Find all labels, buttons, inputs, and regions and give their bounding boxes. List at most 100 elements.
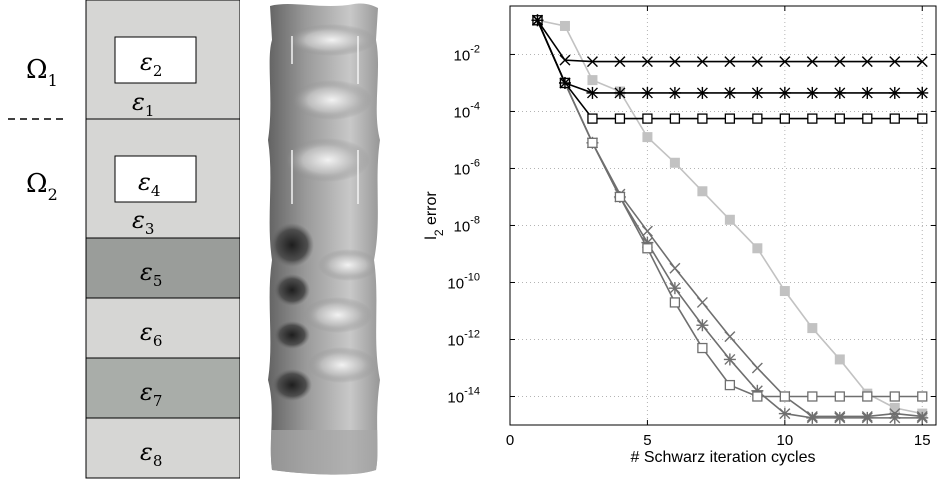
marker-star (558, 76, 571, 89)
marker-x (751, 56, 763, 68)
layer-rect-5 (85, 357, 240, 419)
marker-x (724, 56, 736, 68)
marker-square (752, 391, 763, 402)
chart-axes-box (509, 5, 937, 426)
series-2 (531, 14, 929, 99)
y-tick-label: 10-2 (454, 43, 480, 64)
layer-label-2: ε3 (132, 206, 154, 238)
marker-star (723, 353, 736, 366)
layer-rectangles (85, 0, 240, 479)
marker-x (751, 362, 763, 374)
x-tick-labels: 0 5 10 15 (506, 6, 931, 449)
series-1 (531, 14, 928, 68)
layer-label-6: ε8 (140, 438, 162, 470)
marker-star (751, 86, 764, 99)
y-tick-label: 10-12 (447, 328, 480, 349)
y-tick-label: 10-8 (454, 214, 480, 235)
layer-label-3: ε5 (140, 258, 162, 290)
chart-grid (510, 6, 936, 425)
marker-filled-square (724, 214, 735, 225)
marker-square (587, 113, 598, 124)
series-line (536, 19, 923, 120)
marker-star (861, 86, 874, 99)
layer-rect-4 (85, 297, 240, 359)
omega1-label: Ω1 (26, 55, 58, 90)
marker-star (888, 86, 901, 99)
marker-x (916, 56, 928, 68)
marker-square (862, 391, 873, 402)
marker-star (806, 86, 819, 99)
marker-filled-square (697, 186, 708, 197)
layer-label-1: ε1 (132, 88, 154, 120)
marker-square (642, 243, 653, 254)
marker-square (779, 113, 790, 124)
y-tick-label: 10-6 (454, 157, 480, 178)
y-tick-label: 10-14 (447, 385, 480, 406)
marker-star (586, 86, 599, 99)
inclusion-label-2: ε4 (138, 168, 160, 200)
series-3 (532, 15, 928, 124)
omega2-label: Ω2 (26, 169, 58, 204)
marker-x (669, 262, 681, 274)
marker-x (641, 56, 653, 68)
convergence-chart: 0 5 10 15 10-2 10-4 10-6 10-8 10-10 10-12 10-14 #… (423, 5, 937, 466)
layer-labels: ε1 ε2 ε3 ε4 ε5 ε6 ε7 ε8 (132, 48, 162, 470)
x-tick-label: 10 (776, 432, 793, 449)
marker-star (696, 86, 709, 99)
marker-x (559, 54, 571, 66)
marker-square (807, 113, 818, 124)
marker-filled-square (834, 354, 845, 365)
marker-square (587, 137, 598, 148)
y-tick-label: 10-4 (454, 100, 480, 121)
field-surface-image (268, 3, 380, 475)
layer-label-5: ε7 (140, 378, 162, 410)
marker-star (916, 411, 929, 424)
layer-stack-diagram: Ω1 Ω2 ε1 ε2 ε3 ε4 ε5 ε6 ε7 ε8 (8, 0, 240, 479)
y-axis-label: l2 error (423, 191, 446, 240)
marker-square (669, 297, 681, 308)
marker-star (833, 411, 846, 424)
marker-square (889, 113, 900, 124)
marker-x (724, 331, 736, 343)
marker-square (697, 113, 708, 124)
marker-square (917, 391, 928, 402)
marker-filled-square (642, 132, 653, 143)
marker-x (641, 225, 653, 237)
marker-x (806, 56, 818, 68)
marker-square (614, 191, 626, 203)
marker-x (696, 296, 708, 308)
marker-star (723, 86, 736, 99)
marker-star (916, 86, 929, 99)
marker-square (614, 113, 626, 124)
marker-x (889, 56, 901, 68)
marker-star (696, 319, 709, 332)
marker-filled-square (587, 75, 598, 86)
surface-body (268, 3, 380, 475)
x-tick-label: 5 (643, 432, 651, 449)
marker-square (834, 113, 845, 124)
marker-star (888, 411, 901, 424)
series-line (536, 19, 923, 63)
inclusion-label-1: ε2 (140, 48, 162, 80)
marker-square (889, 391, 900, 402)
marker-star (778, 86, 791, 99)
layer-rect-3 (85, 237, 240, 299)
marker-filled-square (779, 286, 790, 297)
x-axis-label: # Schwarz iteration cycles (631, 449, 816, 466)
inclusion-rect-2 (114, 155, 197, 203)
marker-square (779, 391, 790, 402)
marker-x (614, 56, 626, 68)
marker-x (779, 56, 791, 68)
marker-square (807, 391, 818, 402)
marker-square (669, 113, 681, 124)
marker-square (724, 113, 736, 124)
x-tick-label: 15 (914, 432, 931, 449)
marker-star (668, 282, 681, 295)
marker-star (861, 411, 874, 424)
marker-filled-square (559, 20, 570, 31)
inclusion-rect-1 (114, 36, 197, 84)
marker-filled-square (669, 157, 680, 168)
marker-x (531, 14, 543, 26)
marker-x (834, 56, 846, 68)
marker-square (862, 113, 873, 124)
